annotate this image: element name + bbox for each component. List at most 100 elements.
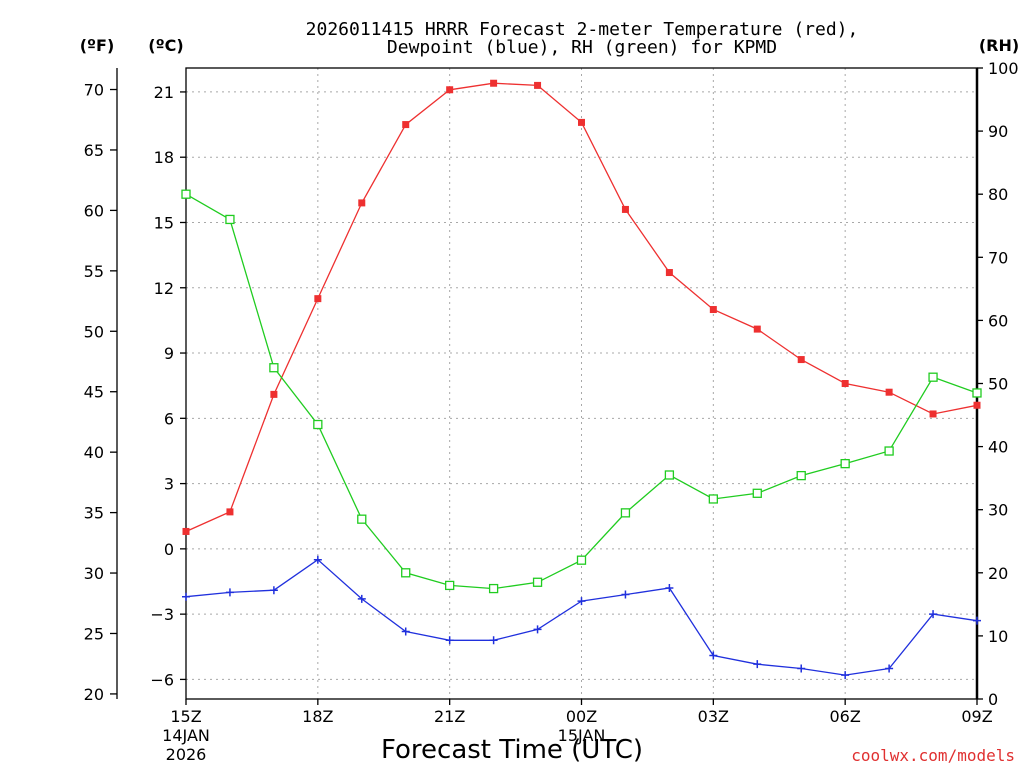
dewpoint-point — [621, 590, 630, 599]
rh-point — [972, 388, 982, 398]
fahrenheit-tick-label: 65 — [84, 141, 104, 160]
rh-unit-label: (RH) — [979, 36, 1019, 55]
temperature-point — [665, 269, 673, 277]
dewpoint-point — [797, 664, 806, 673]
fahrenheit-tick-label: 35 — [84, 504, 104, 523]
rh-point — [181, 189, 191, 199]
dewpoint-point — [269, 586, 278, 595]
chart-title-line2: Dewpoint (blue), RH (green) for KPMD — [387, 37, 777, 58]
x-tick-date-label: 15JAN — [558, 726, 606, 745]
rh-tick-label: 0 — [988, 690, 998, 709]
rh-point — [488, 583, 499, 594]
rh-tick-label: 20 — [988, 564, 1008, 583]
fahrenheit-unit-label: (ºF) — [80, 36, 115, 55]
dewpoint-point — [753, 660, 762, 669]
rh-point — [269, 363, 279, 373]
rh-point — [620, 508, 631, 518]
celsius-tick-label: 0 — [164, 540, 174, 559]
temperature-point — [929, 410, 937, 418]
celsius-tick-label: 3 — [164, 475, 174, 494]
temperature-point — [753, 325, 761, 333]
rh-point — [840, 458, 850, 469]
rh-point — [752, 488, 762, 498]
rh-tick-label: 30 — [988, 501, 1008, 520]
dewpoint-point — [313, 555, 322, 564]
dewpoint-point — [709, 651, 718, 660]
rh-tick-label: 40 — [988, 438, 1008, 457]
temperature-point — [490, 79, 498, 87]
celsius-tick-label: −3 — [150, 605, 174, 624]
celsius-tick-label: 12 — [154, 279, 174, 298]
temperature-point — [270, 390, 278, 398]
rh-tick-label: 90 — [988, 122, 1008, 141]
dewpoint-point — [929, 610, 938, 619]
dewpoint-point — [489, 636, 498, 645]
fahrenheit-tick-label: 70 — [84, 81, 104, 100]
x-tick-date-label: 14JAN — [162, 726, 210, 745]
rh-point — [708, 494, 718, 504]
x-tick-label: 09Z — [961, 707, 992, 726]
dewpoint-point — [841, 671, 850, 680]
x-tick-label: 15Z — [170, 707, 201, 726]
rh-line — [185, 193, 978, 590]
fahrenheit-tick-label: 55 — [84, 262, 104, 281]
rh-point — [313, 419, 323, 430]
rh-point — [225, 214, 235, 225]
temperature-point — [402, 121, 410, 129]
rh-tick-label: 50 — [988, 375, 1008, 394]
rh-point — [928, 372, 938, 382]
x-tick-year-label: 2026 — [166, 745, 207, 764]
dewpoint-point — [885, 664, 894, 673]
temperature-point — [797, 356, 805, 364]
dewpoint-point — [401, 627, 410, 636]
dewpoint-point — [225, 588, 234, 597]
rh-tick-label: 100 — [988, 59, 1019, 78]
fahrenheit-tick-label: 45 — [84, 383, 104, 402]
temperature-point — [578, 118, 585, 126]
dewpoint-point — [665, 584, 674, 593]
celsius-tick-label: 9 — [164, 344, 174, 363]
rh-point — [884, 446, 894, 456]
data-series — [181, 79, 982, 680]
temperature-point — [182, 527, 190, 535]
x-tick-label: 21Z — [434, 707, 465, 726]
celsius-unit-label: (ºC) — [148, 36, 183, 55]
fahrenheit-tick-label: 30 — [84, 564, 104, 583]
rh-point — [532, 577, 543, 587]
celsius-tick-label: 6 — [164, 409, 174, 428]
rh-point — [796, 470, 806, 481]
rh-point — [445, 580, 455, 591]
dewpoint-point — [445, 636, 454, 645]
chart-title-line1: 2026011415 HRRR Forecast 2-meter Tempera… — [306, 19, 859, 40]
temperature-point — [358, 199, 366, 207]
celsius-tick-label: 21 — [154, 83, 174, 102]
dewpoint-point — [533, 625, 542, 634]
fahrenheit-tick-label: 60 — [84, 201, 104, 220]
temperature-point — [534, 81, 542, 89]
rh-point — [401, 568, 411, 578]
temperature-point — [709, 306, 717, 314]
temperature-point — [621, 205, 629, 213]
fahrenheit-tick-label: 50 — [84, 322, 104, 341]
temperature-point — [973, 401, 981, 409]
x-tick-label: 18Z — [302, 707, 333, 726]
rh-tick-label: 60 — [988, 311, 1008, 330]
temperature-point — [841, 380, 849, 387]
credit-text: coolwx.com/models — [851, 746, 1015, 765]
celsius-tick-label: 18 — [154, 148, 174, 167]
rh-point — [664, 470, 675, 480]
x-axis-label: Forecast Time (UTC) — [381, 735, 643, 765]
rh-point — [357, 514, 367, 524]
temperature-point — [226, 508, 234, 516]
x-tick-label: 03Z — [698, 707, 729, 726]
temperature-point — [314, 295, 322, 303]
fahrenheit-tick-label: 25 — [84, 624, 104, 643]
x-tick-label: 00Z — [566, 707, 597, 726]
rh-point — [576, 555, 587, 565]
fahrenheit-tick-label: 20 — [84, 685, 104, 704]
dewpoint-point — [577, 597, 586, 606]
dewpoint-point — [357, 594, 366, 603]
rh-tick-label: 70 — [988, 248, 1008, 267]
